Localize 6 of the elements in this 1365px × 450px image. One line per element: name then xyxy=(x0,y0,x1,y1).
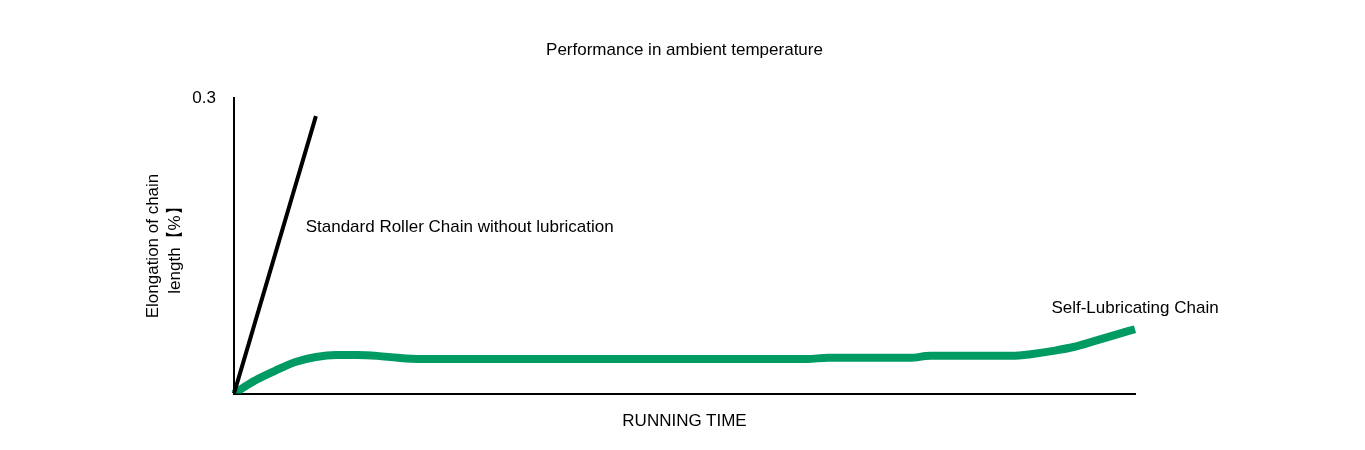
series-label: Self-Lubricating Chain xyxy=(1051,298,1219,318)
series-label: Standard Roller Chain without lubrication xyxy=(305,216,614,236)
chart-title: Performance in ambient temperature xyxy=(546,39,823,59)
y-axis-title: Elongation of chain length【%】 xyxy=(142,173,184,319)
text: 0.3 xyxy=(192,88,216,108)
x-axis-title: RUNNING TIME xyxy=(622,411,747,431)
